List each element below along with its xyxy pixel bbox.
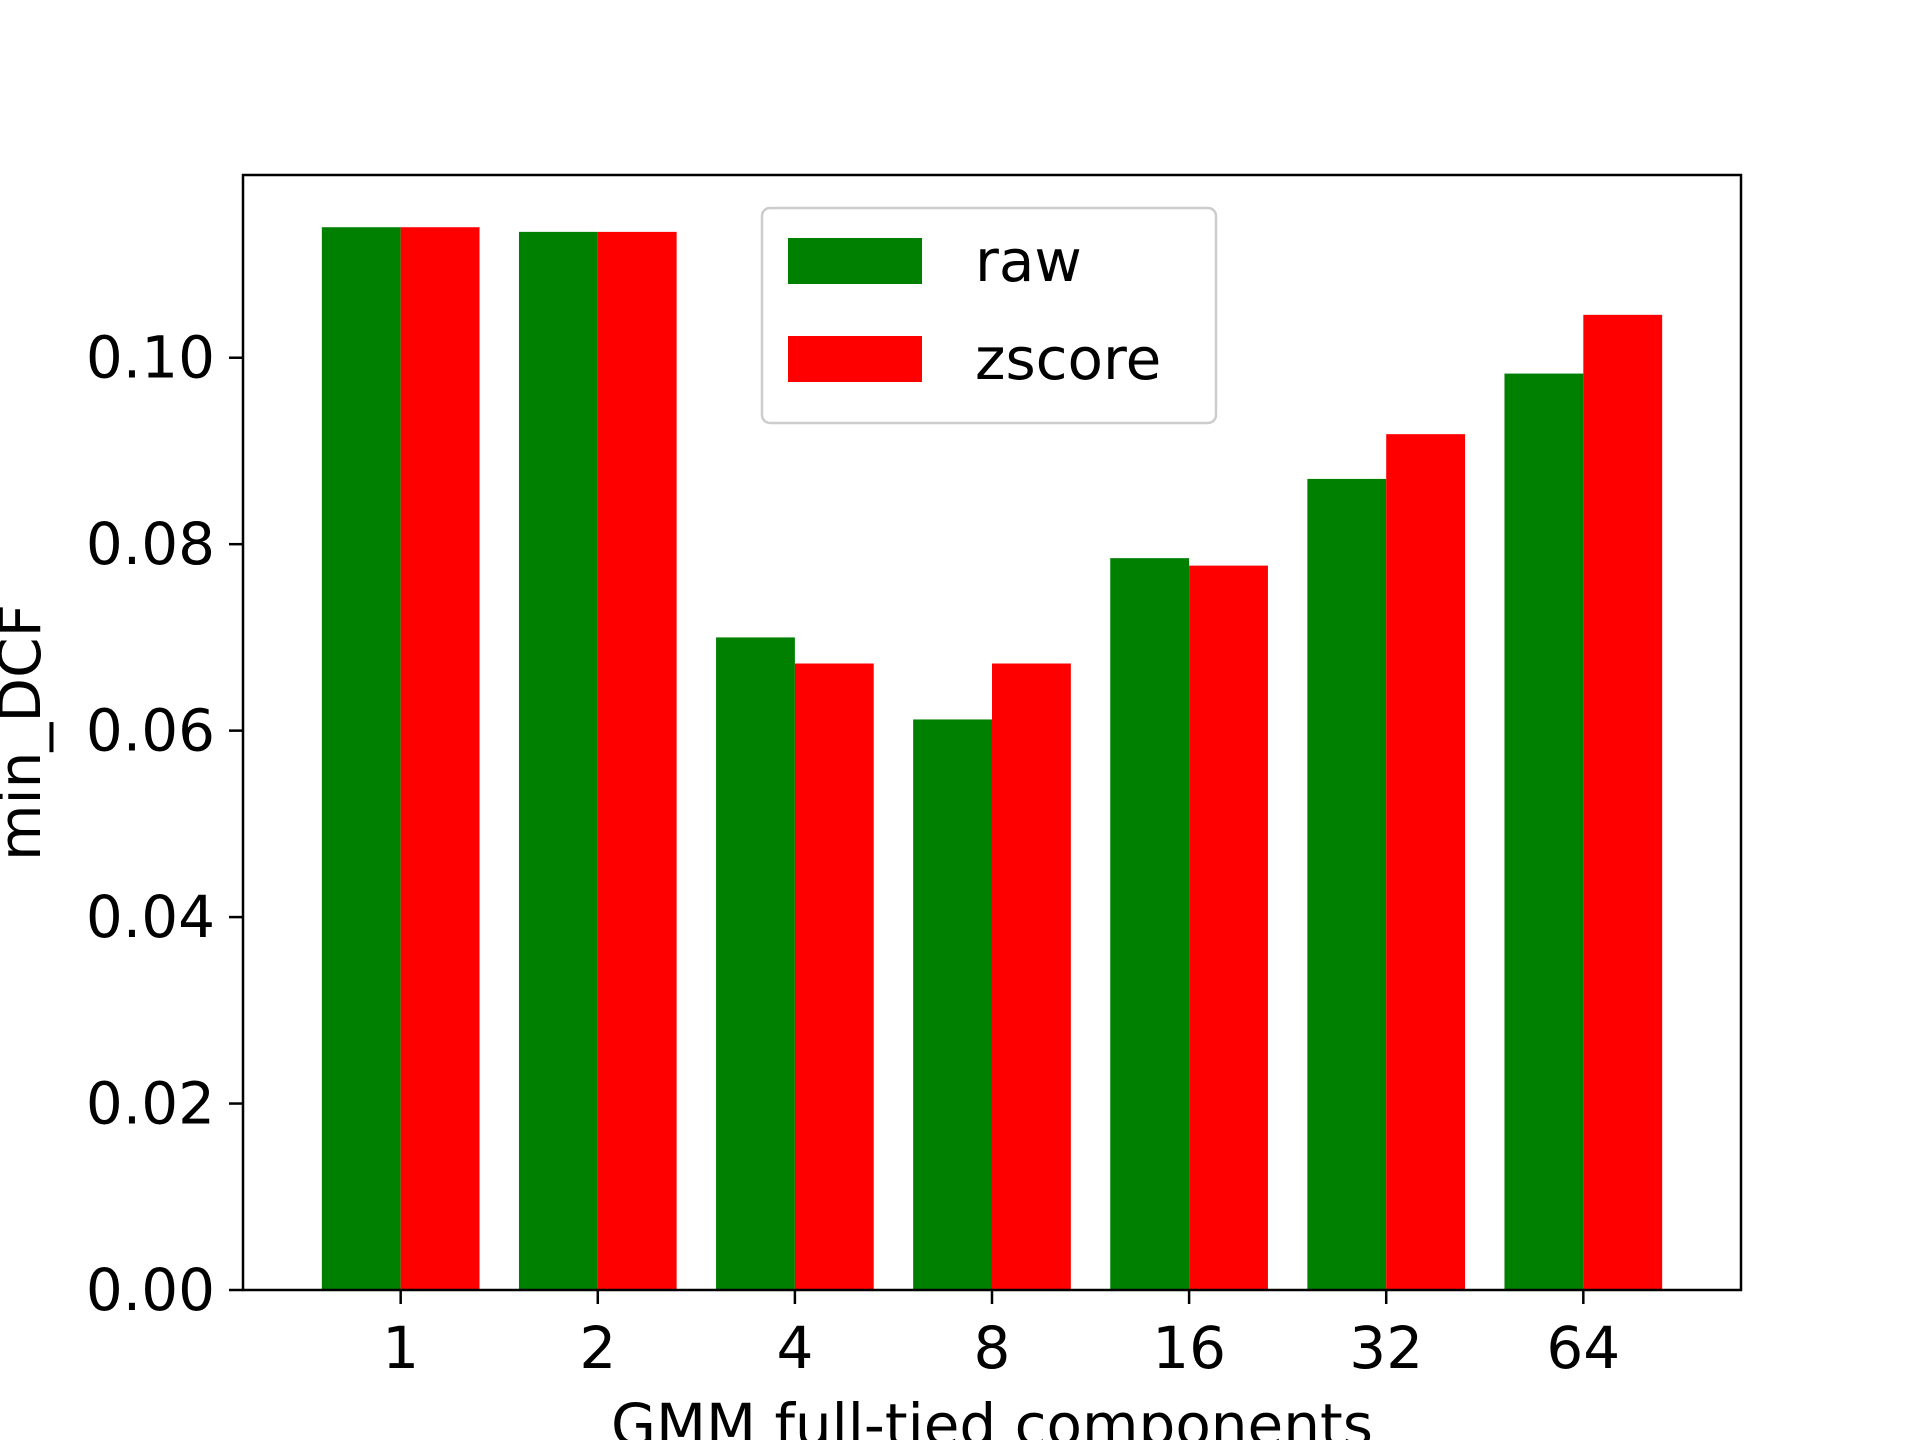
- x-tick-label: 8: [974, 1314, 1011, 1382]
- x-axis-label: GMM full-tied components: [611, 1391, 1373, 1440]
- y-tick-label: 0.08: [86, 510, 215, 578]
- x-tick-label: 4: [776, 1314, 813, 1382]
- legend: raw zscore: [760, 206, 1218, 425]
- plot-frame: [241, 173, 1743, 1292]
- bar-raw-32: [1307, 478, 1387, 1290]
- ticks-group: 1 2 4 8 16 32 64 0.00 0.02 0.04 0.06 0.08 0.10: [86, 324, 1620, 1382]
- x-tick-label: 1: [382, 1314, 419, 1382]
- y-tick-label: 0.04: [86, 883, 215, 951]
- bars-group: [321, 227, 1663, 1291]
- bar-raw-16: [1110, 558, 1190, 1290]
- legend-label-raw: raw: [975, 227, 1082, 295]
- y-tick-label: 0.06: [86, 697, 215, 765]
- y-tick-label: 0.02: [86, 1070, 215, 1138]
- bar-raw-1: [321, 227, 401, 1291]
- bar-raw-4: [716, 637, 795, 1290]
- y-tick-label: 0.00: [86, 1256, 215, 1324]
- bar-raw-64: [1504, 373, 1584, 1290]
- bar-zscore-2: [597, 231, 677, 1290]
- bar-zscore-64: [1583, 314, 1663, 1291]
- y-tick-label: 0.10: [86, 324, 215, 392]
- legend-swatch-raw: [788, 238, 922, 284]
- legend-label-zscore: zscore: [975, 325, 1161, 393]
- bar-zscore-32: [1386, 434, 1466, 1290]
- y-axis-label: min_DCF: [0, 604, 54, 861]
- legend-swatch-zscore: [788, 336, 922, 382]
- x-tick-label: 16: [1152, 1314, 1226, 1382]
- x-tick-label: 32: [1349, 1314, 1423, 1382]
- bar-raw-8: [913, 719, 992, 1290]
- bar-raw-2: [518, 231, 598, 1290]
- bar-zscore-1: [400, 227, 480, 1291]
- bar-zscore-8: [992, 663, 1071, 1290]
- x-tick-label: 2: [579, 1314, 616, 1382]
- x-tick-label: 64: [1546, 1314, 1620, 1382]
- bar-zscore-4: [794, 663, 874, 1290]
- bar-zscore-16: [1189, 565, 1268, 1290]
